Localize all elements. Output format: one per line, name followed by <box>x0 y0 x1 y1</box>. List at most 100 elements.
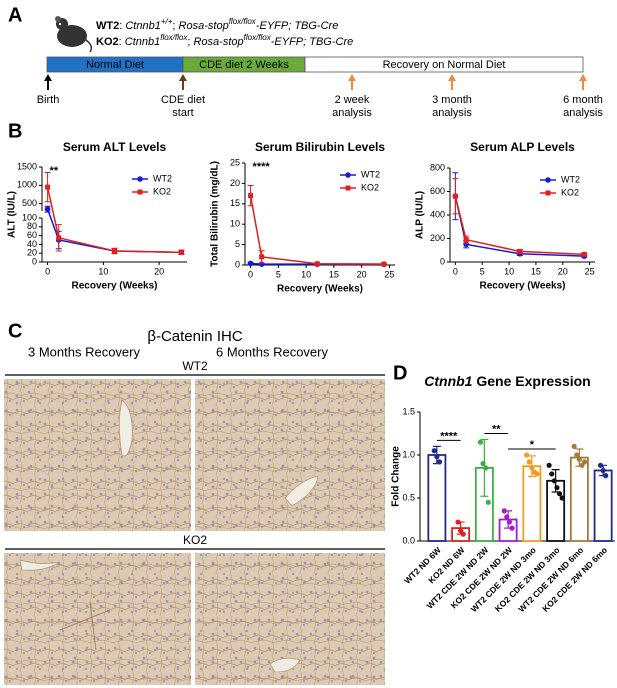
legend-label: WT2 <box>361 169 380 179</box>
event-arrow-head <box>579 74 587 81</box>
x-tick-label: 5 <box>276 269 281 279</box>
y-tick-label: 200 <box>430 233 445 243</box>
phase-label: CDE diet 2 Weeks <box>199 59 289 71</box>
data-point <box>247 260 254 267</box>
y-tick-label: 0 <box>32 256 37 266</box>
legend-marker <box>545 177 551 183</box>
ihc-title: β-Catenin IHC <box>147 328 242 345</box>
legend-marker <box>545 190 551 196</box>
text-segment: ; <box>172 20 178 32</box>
data-point <box>45 184 51 190</box>
text-segment: Rosa-stop <box>193 36 243 48</box>
event-label: 2 week <box>335 94 370 106</box>
data-point <box>434 454 440 460</box>
text-segment: Rosa-stop <box>179 20 229 32</box>
significance: ** <box>50 165 59 177</box>
ihc-row: WT2 <box>182 359 208 373</box>
bar <box>522 465 542 542</box>
text-segment: flox/flox <box>244 33 272 42</box>
data-point <box>546 462 552 468</box>
data-point <box>576 456 582 462</box>
y-tick-label: 0 <box>440 256 445 266</box>
data-point <box>501 508 507 514</box>
chart-title: Serum ALP Levels <box>470 140 575 154</box>
y-tick-label: 400 <box>430 209 445 219</box>
legend-marker <box>137 189 143 195</box>
y-axis-label: Total Bilirubin (mg/dL) <box>210 161 221 267</box>
data-point <box>574 452 580 458</box>
y-tick-label: 40 <box>27 239 37 249</box>
data-point <box>431 448 437 454</box>
data-point <box>477 439 484 445</box>
data-point <box>452 193 458 199</box>
panel-label: D <box>393 362 407 384</box>
y-tick-label: 80 <box>27 221 37 231</box>
text-segment: flox/flox <box>229 17 257 26</box>
y-tick-label: 0 <box>235 259 240 269</box>
x-axis-label: Recovery (Weeks) <box>72 281 158 292</box>
bar <box>569 456 589 542</box>
data-point <box>509 525 515 531</box>
significance: **** <box>440 430 458 442</box>
x-tick-label: 20 <box>154 266 164 276</box>
data-point <box>483 465 489 471</box>
text-segment: flox/flox <box>160 33 188 42</box>
y-tick-label: 5 <box>235 239 240 249</box>
mouse-icon <box>55 16 93 53</box>
phase-label: Normal Diet <box>86 59 144 71</box>
text-segment: -EYFP; TBG-Cre <box>256 20 339 32</box>
event-label: analysis <box>332 107 372 119</box>
y-tick-label: 1.0 <box>402 449 415 459</box>
x-tick-label: 0 <box>453 266 458 276</box>
text-segment: -EYFP; TBG-Cre <box>271 36 354 48</box>
phase-label: Recovery on Normal Diet <box>383 59 506 71</box>
event-label: CDE diet <box>161 94 205 106</box>
data-point <box>248 193 254 199</box>
panel-label: A <box>8 4 22 26</box>
y-tick-label: 0.5 <box>402 492 415 502</box>
series-line <box>46 208 182 254</box>
data-point <box>259 254 265 260</box>
ihc-column: 6 Months Recovery <box>216 344 328 359</box>
x-tick-label: 10 <box>504 266 514 276</box>
data-point <box>600 467 606 474</box>
data-point <box>436 459 443 465</box>
data-point <box>603 473 609 479</box>
data-point <box>381 261 387 267</box>
text-segment: : <box>119 36 125 48</box>
data-point <box>581 459 588 465</box>
data-point <box>56 235 62 241</box>
event-arrow-head <box>348 74 356 81</box>
data-point <box>524 452 530 458</box>
data-point <box>480 461 486 467</box>
panel-label: B <box>8 120 22 142</box>
x-tick-label: 0 <box>248 269 253 279</box>
y-tick-label: 20 <box>230 178 240 188</box>
text-segment: Gene Expression <box>472 373 590 389</box>
data-point <box>178 249 184 255</box>
y-tick-label: 1500 <box>17 161 37 171</box>
event-label: start <box>172 107 193 119</box>
data-point <box>559 495 565 501</box>
text-segment: : <box>119 20 125 32</box>
event-label: Birth <box>37 94 60 106</box>
bar <box>427 454 447 542</box>
x-tick-label: 10 <box>98 266 108 276</box>
data-point <box>460 531 466 537</box>
y-tick-label: 25 <box>230 157 240 167</box>
y-tick-label: 500 <box>22 198 37 208</box>
series-line <box>249 195 384 265</box>
ihc-column: 3 Months Recovery <box>28 344 140 359</box>
series-line <box>46 187 182 254</box>
genotype-line: KO2: Ctnnb1flox/flox; Rosa-stopflox/flox… <box>96 33 353 48</box>
text-segment: ; <box>187 36 193 48</box>
y-tick-label: 800 <box>430 162 445 172</box>
text-segment: Ctnnb1 <box>125 20 160 32</box>
data-point <box>314 261 320 267</box>
significance: **** <box>253 161 271 173</box>
data-point <box>112 248 117 254</box>
ihc-images <box>4 379 385 685</box>
data-point <box>485 499 491 505</box>
data-point <box>597 462 604 468</box>
